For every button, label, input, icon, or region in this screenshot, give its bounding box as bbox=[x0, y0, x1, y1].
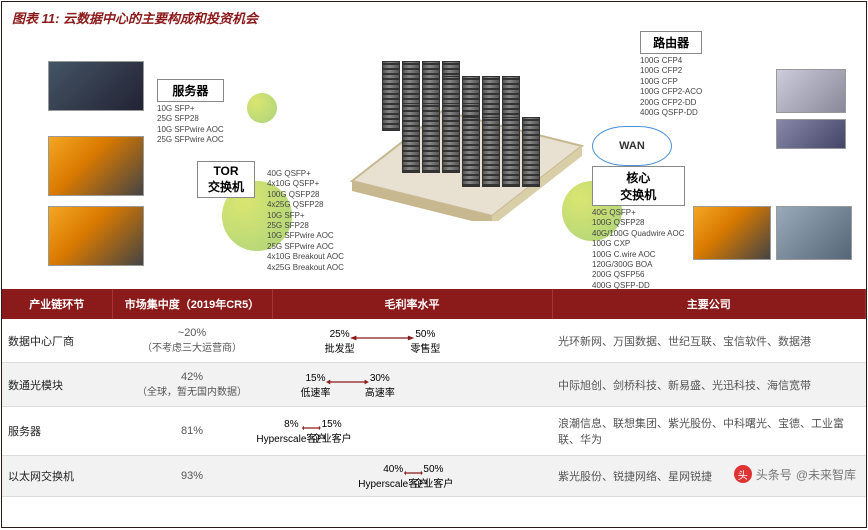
th-1: 市场集中度（2019年CR5） bbox=[112, 289, 272, 319]
cell-crs: 93% bbox=[112, 456, 272, 497]
photo-core-2 bbox=[776, 206, 852, 260]
chart-title: 图表 11: 云数据中心的主要构成和投资机会 bbox=[2, 2, 866, 31]
photo-router-1 bbox=[776, 69, 846, 113]
table-row: 数通光模块 42%（全球，暂无国内数据） 15%低速率 30%高速率 中际旭创、… bbox=[2, 363, 866, 407]
cell-crs: ~20%（不考虑三大运营商） bbox=[112, 319, 272, 363]
cell-companies: 浪潮信息、联想集团、紫光股份、中科曙光、宝德、工业富联、华为 bbox=[552, 407, 866, 456]
photo-core-1 bbox=[693, 206, 771, 260]
photo-cables-2 bbox=[48, 206, 144, 266]
wan-cloud: WAN bbox=[592, 126, 672, 166]
cell-margin: 15%低速率 30%高速率 bbox=[272, 363, 552, 407]
cell-crs: 81% bbox=[112, 407, 272, 456]
cell-companies: 光环新网、万国数据、世纪互联、宝信软件、数据港 bbox=[552, 319, 866, 363]
th-0: 产业链环节 bbox=[2, 289, 112, 319]
cell-segment: 服务器 bbox=[2, 407, 112, 456]
th-3: 主要公司 bbox=[552, 289, 866, 319]
photo-router-2 bbox=[776, 119, 846, 149]
cell-segment: 以太网交换机 bbox=[2, 456, 112, 497]
cell-segment: 数通光模块 bbox=[2, 363, 112, 407]
table-row: 数据中心厂商 ~20%（不考虑三大运营商） 25%批发型 50%零售型 光环新网… bbox=[2, 319, 866, 363]
photo-cables-1 bbox=[48, 136, 144, 196]
cell-companies: 中际旭创、剑桥科技、新易盛、光迅科技、海信宽带 bbox=[552, 363, 866, 407]
th-2: 毛利率水平 bbox=[272, 289, 552, 319]
cell-segment: 数据中心厂商 bbox=[2, 319, 112, 363]
cell-crs: 42%（全球，暂无国内数据） bbox=[112, 363, 272, 407]
callout-server: 服务器 10G SFP+25G SFP2810G SFPwire AOC25G … bbox=[157, 79, 224, 146]
table-row: 服务器 81% 8%Hyperscale客户 15%企业客户 浪潮信息、联想集团… bbox=[2, 407, 866, 456]
toutiao-icon: 头 bbox=[734, 465, 752, 483]
datacenter-diagram: WAN 服务器 10G SFP+25G SFP2810G SFPwire AOC… bbox=[2, 31, 866, 289]
callout-core: 核心 交换机 40G QSFP+100G QSFP2840G/100G Quad… bbox=[592, 166, 685, 291]
cell-margin: 8%Hyperscale客户 15%企业客户 bbox=[272, 407, 552, 456]
watermark: 头 头条号@未来智库 bbox=[734, 465, 856, 483]
callout-tor: TOR 交换机 40G QSFP+4x10G QSFP+100G QSFP284… bbox=[197, 161, 255, 198]
photo-servers bbox=[48, 61, 144, 111]
callout-router: 路由器 100G CFP4100G CFP2100G CFP100G CFP2-… bbox=[640, 31, 702, 118]
cell-margin: 25%批发型 50%零售型 bbox=[272, 319, 552, 363]
cell-margin: 40%Hyperscale客户 50%企业客户 bbox=[272, 456, 552, 497]
